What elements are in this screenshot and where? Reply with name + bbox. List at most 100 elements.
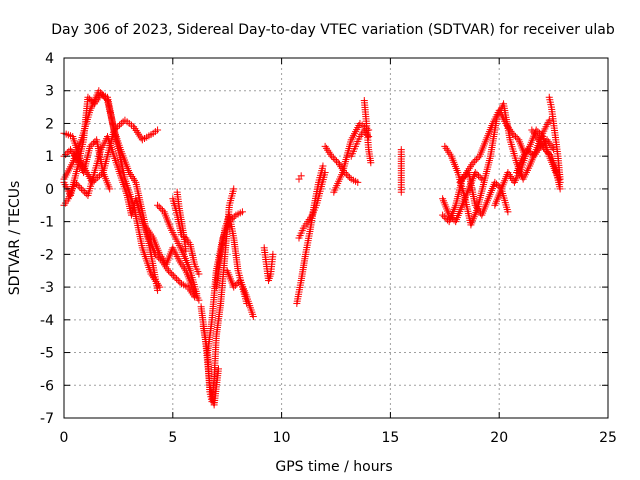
data-point xyxy=(195,270,203,278)
data-marker xyxy=(74,182,82,190)
data-point xyxy=(230,185,238,193)
data-marker xyxy=(544,149,552,157)
data-marker xyxy=(88,141,96,149)
x-axis-label: GPS time / hours xyxy=(275,459,392,475)
data-point xyxy=(397,188,405,196)
data-marker xyxy=(157,205,165,213)
y-tick-label: 1 xyxy=(45,149,54,165)
data-marker xyxy=(472,155,480,163)
data-marker xyxy=(233,280,241,288)
data-point xyxy=(164,267,172,275)
data-marker xyxy=(114,123,122,131)
data-marker xyxy=(447,213,455,221)
data-marker xyxy=(492,180,500,188)
data-point xyxy=(471,169,479,177)
data-points xyxy=(60,87,564,409)
data-point xyxy=(328,152,336,160)
data-point xyxy=(556,185,564,193)
data-marker xyxy=(543,147,551,155)
data-point xyxy=(504,208,512,216)
data-marker xyxy=(168,270,176,278)
data-marker xyxy=(117,119,125,127)
data-point xyxy=(171,273,179,281)
x-tick-label: 25 xyxy=(599,430,617,446)
data-point xyxy=(439,211,447,219)
data-point xyxy=(84,93,92,101)
data-point xyxy=(491,178,499,186)
y-tick-label: -4 xyxy=(40,313,54,329)
data-marker xyxy=(513,134,521,142)
data-marker xyxy=(537,131,545,139)
data-marker xyxy=(512,133,520,141)
data-point xyxy=(110,126,118,134)
data-marker xyxy=(476,173,484,181)
data-marker xyxy=(471,157,479,165)
data-marker xyxy=(346,173,354,181)
data-marker xyxy=(527,149,535,157)
y-tick-label: 0 xyxy=(45,182,54,198)
data-marker xyxy=(231,281,239,289)
data-point xyxy=(508,129,516,137)
data-marker xyxy=(158,206,166,214)
y-tick-label: -7 xyxy=(40,411,54,427)
data-point xyxy=(238,208,246,216)
data-marker xyxy=(115,121,123,129)
data-point xyxy=(541,146,549,154)
data-marker xyxy=(166,268,174,276)
data-marker xyxy=(329,154,337,162)
data-point xyxy=(106,185,114,193)
data-point xyxy=(154,201,162,209)
data-marker xyxy=(475,172,483,180)
data-point xyxy=(445,211,453,219)
data-marker xyxy=(173,275,181,283)
data-point xyxy=(367,159,375,167)
data-point xyxy=(319,162,327,170)
data-point xyxy=(269,250,277,258)
data-point xyxy=(193,290,201,298)
data-point xyxy=(154,126,162,134)
data-marker xyxy=(112,124,120,132)
data-marker xyxy=(86,95,94,103)
data-point xyxy=(156,283,164,291)
y-tick-label: 2 xyxy=(45,116,54,132)
y-tick-label: -5 xyxy=(40,346,54,362)
x-tick-label: 15 xyxy=(381,430,399,446)
data-point xyxy=(182,247,190,255)
y-tick-label: -6 xyxy=(40,378,54,394)
data-point xyxy=(469,159,477,167)
data-marker xyxy=(474,154,482,162)
data-point xyxy=(86,142,94,150)
x-tick-label: 20 xyxy=(490,430,508,446)
data-point xyxy=(71,178,79,186)
data-marker xyxy=(342,170,350,178)
y-axis-label: SDTVAR / TECUs xyxy=(7,181,23,296)
data-point xyxy=(230,283,238,291)
data-marker xyxy=(344,172,352,180)
data-point xyxy=(545,116,553,124)
data-marker xyxy=(62,151,70,159)
data-marker xyxy=(333,157,341,165)
y-tick-label: -2 xyxy=(40,247,54,263)
data-marker xyxy=(176,278,184,286)
data-marker xyxy=(63,149,71,157)
data-point xyxy=(478,175,486,183)
x-tick-label: 0 xyxy=(60,430,69,446)
x-tick-label: 5 xyxy=(168,430,177,446)
chart-title: Day 306 of 2023, Sidereal Day-to-day VTE… xyxy=(51,22,615,38)
data-point xyxy=(297,172,305,180)
data-point xyxy=(195,296,203,304)
data-marker xyxy=(440,213,448,221)
data-marker xyxy=(79,187,87,195)
data-marker xyxy=(535,129,543,137)
data-marker xyxy=(442,214,450,222)
y-tick-label: -3 xyxy=(40,280,54,296)
data-marker xyxy=(448,214,456,222)
data-marker xyxy=(174,277,182,285)
data-point xyxy=(365,133,373,141)
data-point xyxy=(214,365,222,373)
y-tick-label: -1 xyxy=(40,215,54,231)
data-marker xyxy=(230,213,238,221)
data-point xyxy=(321,169,329,177)
data-point xyxy=(354,178,362,186)
